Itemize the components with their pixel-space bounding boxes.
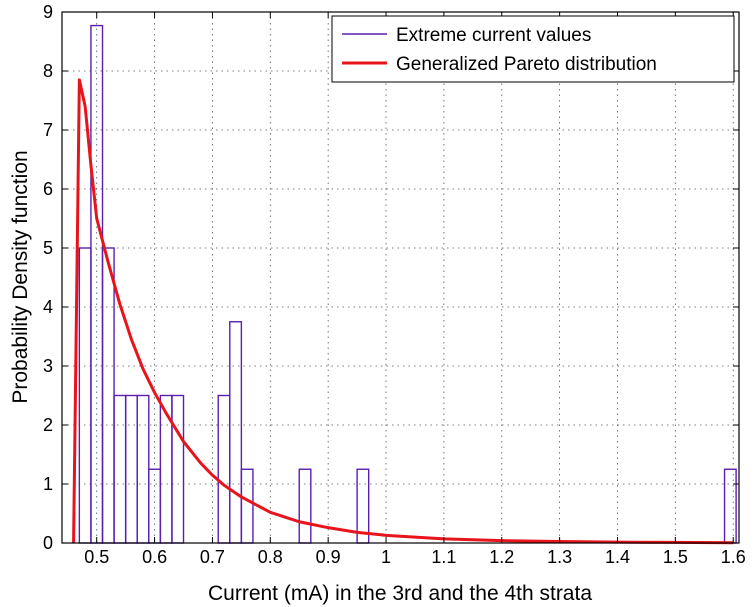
y-tick-label: 1 — [43, 474, 53, 494]
legend-label-histogram: Extreme current values — [396, 25, 591, 46]
y-tick-label: 0 — [43, 533, 53, 553]
x-tick-label: 1 — [381, 547, 391, 567]
y-tick-label: 4 — [43, 297, 53, 317]
y-tick-label: 6 — [43, 179, 53, 199]
y-tick-label: 7 — [43, 120, 53, 140]
x-tick-label: 0.6 — [142, 547, 167, 567]
y-tick-label: 5 — [43, 238, 53, 258]
plot-area — [62, 12, 739, 543]
x-tick-label: 1.2 — [489, 547, 514, 567]
x-tick-label: 0.8 — [258, 547, 283, 567]
pareto-curve — [72, 78, 734, 545]
y-axis-title: Probability Density function — [9, 150, 32, 403]
y-tick-label: 9 — [43, 2, 53, 22]
x-tick-label: 0.5 — [84, 547, 109, 567]
legend-label-pareto: Generalized Pareto distribution — [396, 54, 657, 75]
x-tick-label: 1.6 — [721, 547, 746, 567]
x-tick-label: 1.5 — [663, 547, 688, 567]
x-tick-label: 0.7 — [200, 547, 225, 567]
grid — [62, 12, 739, 543]
legend: Extreme current values Generalized Paret… — [331, 15, 735, 83]
y-tick-label: 2 — [43, 415, 53, 435]
legend-box — [331, 15, 735, 83]
x-tick-label: 1.1 — [431, 547, 456, 567]
plot-frame — [61, 11, 740, 544]
x-tick-label: 1.4 — [605, 547, 630, 567]
x-axis-title: Current (mA) in the 3rd and the 4th stra… — [208, 582, 592, 605]
axis-ticks: 0.5 0.6 0.7 0.8 0.9 1 1.1 1.2 1.3 1.4 1.5 1.6 0 1 2 3 4 5… — [43, 2, 746, 567]
pareto-curve-group — [72, 78, 734, 545]
x-tick-label: 0.9 — [316, 547, 341, 567]
y-tick-label: 3 — [43, 356, 53, 376]
x-tick-label: 1.3 — [547, 547, 572, 567]
y-tick-label: 8 — [43, 61, 53, 81]
